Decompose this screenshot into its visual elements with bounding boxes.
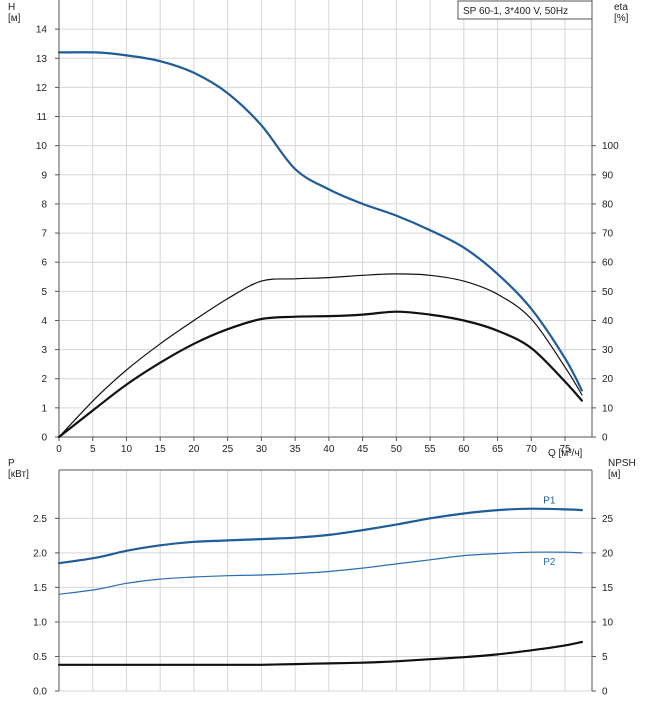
- power-ticks: 0.0 0.5 1.0 1.5 2.0 2.5 0 5 10 15 20 25: [33, 514, 613, 698]
- flow-tick-label: 15: [155, 444, 167, 455]
- npsh-curve: [57, 640, 583, 666]
- head-axis-label: H [м]: [8, 2, 21, 24]
- head-tick-label: 9: [41, 170, 47, 181]
- power-tick-label: 0.5: [33, 652, 47, 663]
- flow-tick-label: 55: [425, 444, 437, 455]
- performance-series: [57, 51, 583, 439]
- p1-curve: [57, 507, 583, 565]
- efficiency-tick-label: 0: [602, 433, 608, 444]
- flow-tick-label: 0: [56, 444, 62, 455]
- power-tick-label: 1.5: [33, 583, 47, 594]
- npsh-axis-label: NPSH [м]: [608, 458, 636, 480]
- head-tick-label: 11: [37, 112, 48, 123]
- npsh-tick-label: 5: [602, 652, 608, 663]
- efficiency-tick-label: 100: [602, 141, 619, 152]
- npsh-tick-label: 0: [602, 687, 608, 698]
- head-tick-label: 0: [41, 433, 47, 444]
- flow-tick-label: 50: [391, 444, 403, 455]
- head-tick-label: 10: [36, 141, 48, 152]
- flow-tick-label: 20: [188, 444, 200, 455]
- p1-label: P1: [543, 496, 556, 507]
- efficiency-curve-thick: [57, 310, 583, 439]
- flow-tick-label: 10: [121, 444, 133, 455]
- head-tick-label: 12: [36, 83, 48, 94]
- power-tick-label: 2.5: [33, 514, 47, 525]
- flow-tick-label: 5: [90, 444, 96, 455]
- power-chart: 0.0 0.5 1.0 1.5 2.0 2.5 0 5 10 15 20 25 P1 P2 P [кВт]…: [8, 458, 636, 698]
- efficiency-tick-label: 50: [602, 287, 614, 298]
- flow-axis-label: Q [м³/ч]: [548, 448, 583, 459]
- head-tick-label: 6: [41, 258, 47, 269]
- performance-grid: [58, 0, 592, 438]
- performance-ticks: 0 5 10 15 20 25 30 35 40 45 50 55 60 65 70 750123456789…: [36, 25, 619, 455]
- chart-title: SP 60-1, 3*400 V, 50Hz: [463, 6, 568, 17]
- efficiency-tick-label: 40: [602, 316, 614, 327]
- power-series: P1 P2: [57, 496, 583, 666]
- p2-curve: [58, 551, 583, 595]
- head-tick-label: 7: [41, 229, 47, 240]
- chart-title-frame: [457, 0, 593, 20]
- efficiency-axis-label: eta [%]: [614, 2, 629, 24]
- flow-tick-label: 30: [256, 444, 268, 455]
- performance-chart: 0 5 10 15 20 25 30 35 40 45 50 55 60 65 70 750123456789…: [8, 0, 629, 459]
- power-axis-label: P [кВт]: [8, 458, 29, 480]
- head-tick-label: 5: [41, 287, 47, 298]
- flow-tick-label: 60: [458, 444, 470, 455]
- head-tick-label: 13: [36, 54, 48, 65]
- efficiency-tick-label: 30: [602, 345, 614, 356]
- npsh-tick-label: 20: [602, 548, 614, 559]
- flow-tick-label: 40: [323, 444, 335, 455]
- efficiency-tick-label: 90: [602, 170, 614, 181]
- power-tick-label: 1.0: [33, 617, 47, 628]
- flow-tick-label: 65: [492, 444, 504, 455]
- flow-tick-label: 25: [222, 444, 234, 455]
- chart-title-box: SP 60-1, 3*400 V, 50Hz: [457, 0, 593, 20]
- head-tick-label: 14: [36, 25, 48, 36]
- efficiency-curve-thin: [58, 273, 583, 438]
- efficiency-tick-label: 10: [602, 403, 614, 414]
- npsh-tick-label: 10: [602, 617, 614, 628]
- efficiency-tick-label: 60: [602, 258, 614, 269]
- npsh-tick-label: 25: [602, 514, 614, 525]
- efficiency-tick-label: 80: [602, 199, 614, 210]
- head-tick-label: 3: [41, 345, 47, 356]
- power-tick-label: 0.0: [33, 687, 47, 698]
- head-curve: [57, 51, 583, 392]
- power-grid: [58, 470, 592, 692]
- efficiency-tick-label: 20: [602, 374, 614, 385]
- head-tick-label: 1: [41, 403, 47, 414]
- power-tick-label: 2.0: [33, 548, 47, 559]
- npsh-tick-label: 15: [602, 583, 614, 594]
- head-tick-label: 8: [41, 199, 47, 210]
- flow-tick-label: 45: [357, 444, 369, 455]
- performance-axes: [58, 0, 593, 438]
- flow-tick-label: 35: [290, 444, 302, 455]
- flow-tick-label: 75: [559, 444, 571, 455]
- power-axes: [58, 469, 593, 691]
- head-tick-label: 2: [41, 374, 47, 385]
- head-tick-label: 4: [41, 316, 47, 327]
- efficiency-tick-label: 70: [602, 229, 614, 240]
- flow-tick-label: 70: [526, 444, 538, 455]
- p2-label: P2: [543, 557, 556, 568]
